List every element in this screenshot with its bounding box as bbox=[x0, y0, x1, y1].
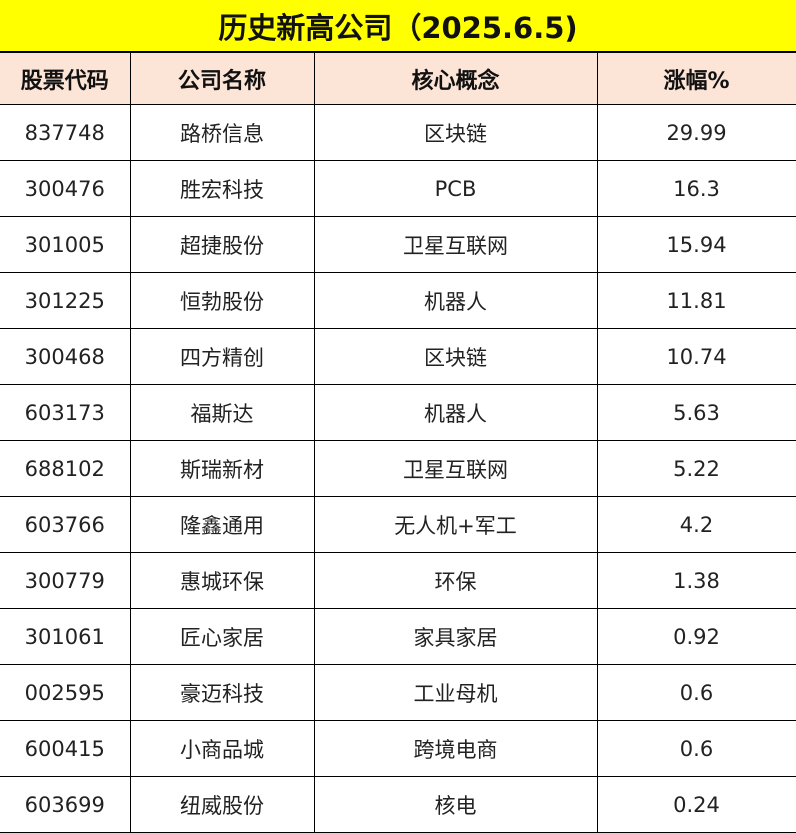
table-row: 603766 隆鑫通用 无人机+军工 4.2 bbox=[0, 496, 796, 553]
table-title: 历史新高公司（2025.6.5) bbox=[0, 0, 796, 52]
cell-company: 福斯达 bbox=[129, 384, 315, 441]
cell-concept: 卫星互联网 bbox=[313, 216, 598, 273]
cell-change: 0.6 bbox=[596, 664, 796, 721]
cell-change: 10.74 bbox=[596, 328, 796, 385]
cell-code: 300476 bbox=[0, 160, 131, 217]
cell-concept: 家具家居 bbox=[313, 608, 598, 665]
cell-concept: 机器人 bbox=[313, 384, 598, 441]
cell-code: 603173 bbox=[0, 384, 131, 441]
cell-company: 路桥信息 bbox=[129, 104, 315, 161]
cell-company: 惠城环保 bbox=[129, 552, 315, 609]
cell-company: 斯瑞新材 bbox=[129, 440, 315, 497]
cell-code: 600415 bbox=[0, 720, 131, 777]
cell-code: 002595 bbox=[0, 664, 131, 721]
cell-code: 301061 bbox=[0, 608, 131, 665]
cell-company: 四方精创 bbox=[129, 328, 315, 385]
table-row: 300779 惠城环保 环保 1.38 bbox=[0, 552, 796, 609]
table-row: 301005 超捷股份 卫星互联网 15.94 bbox=[0, 216, 796, 273]
cell-code: 603766 bbox=[0, 496, 131, 553]
cell-code: 603699 bbox=[0, 776, 131, 833]
table-row: 600415 小商品城 跨境电商 0.6 bbox=[0, 720, 796, 777]
cell-change: 0.6 bbox=[596, 720, 796, 777]
cell-company: 豪迈科技 bbox=[129, 664, 315, 721]
table-row: 300468 四方精创 区块链 10.74 bbox=[0, 328, 796, 385]
cell-code: 688102 bbox=[0, 440, 131, 497]
cell-concept: 核电 bbox=[313, 776, 598, 833]
cell-code: 300779 bbox=[0, 552, 131, 609]
cell-company: 恒勃股份 bbox=[129, 272, 315, 329]
cell-concept: 无人机+军工 bbox=[313, 496, 598, 553]
cell-code: 301225 bbox=[0, 272, 131, 329]
cell-change: 5.63 bbox=[596, 384, 796, 441]
cell-change: 16.3 bbox=[596, 160, 796, 217]
cell-change: 15.94 bbox=[596, 216, 796, 273]
cell-code: 837748 bbox=[0, 104, 131, 161]
table-row: 688102 斯瑞新材 卫星互联网 5.22 bbox=[0, 440, 796, 497]
cell-concept: 机器人 bbox=[313, 272, 598, 329]
cell-change: 5.22 bbox=[596, 440, 796, 497]
header-code: 股票代码 bbox=[0, 52, 131, 105]
cell-company: 隆鑫通用 bbox=[129, 496, 315, 553]
cell-change: 29.99 bbox=[596, 104, 796, 161]
cell-concept: 工业母机 bbox=[313, 664, 598, 721]
cell-company: 匠心家居 bbox=[129, 608, 315, 665]
table-row: 301061 匠心家居 家具家居 0.92 bbox=[0, 608, 796, 665]
cell-concept: 环保 bbox=[313, 552, 598, 609]
cell-concept: 区块链 bbox=[313, 328, 598, 385]
cell-code: 300468 bbox=[0, 328, 131, 385]
table-row: 837748 路桥信息 区块链 29.99 bbox=[0, 104, 796, 161]
cell-company: 胜宏科技 bbox=[129, 160, 315, 217]
header-change: 涨幅% bbox=[596, 52, 796, 105]
cell-concept: 跨境电商 bbox=[313, 720, 598, 777]
cell-change: 0.24 bbox=[596, 776, 796, 833]
header-company: 公司名称 bbox=[129, 52, 315, 105]
cell-change: 11.81 bbox=[596, 272, 796, 329]
header-concept: 核心概念 bbox=[313, 52, 598, 105]
cell-change: 0.92 bbox=[596, 608, 796, 665]
cell-change: 1.38 bbox=[596, 552, 796, 609]
cell-concept: 卫星互联网 bbox=[313, 440, 598, 497]
table-row: 603699 纽威股份 核电 0.24 bbox=[0, 776, 796, 833]
cell-change: 4.2 bbox=[596, 496, 796, 553]
cell-concept: 区块链 bbox=[313, 104, 598, 161]
cell-company: 超捷股份 bbox=[129, 216, 315, 273]
stock-table: 股票代码 公司名称 核心概念 涨幅% 837748 路桥信息 区块链 29.99 300… bbox=[0, 52, 796, 833]
cell-company: 纽威股份 bbox=[129, 776, 315, 833]
table-row: 300476 胜宏科技 PCB 16.3 bbox=[0, 160, 796, 217]
cell-code: 301005 bbox=[0, 216, 131, 273]
cell-concept: PCB bbox=[313, 160, 598, 217]
cell-company: 小商品城 bbox=[129, 720, 315, 777]
header-row: 股票代码 公司名称 核心概念 涨幅% bbox=[0, 52, 796, 105]
table-row: 301225 恒勃股份 机器人 11.81 bbox=[0, 272, 796, 329]
table-row: 002595 豪迈科技 工业母机 0.6 bbox=[0, 664, 796, 721]
table-row: 603173 福斯达 机器人 5.63 bbox=[0, 384, 796, 441]
